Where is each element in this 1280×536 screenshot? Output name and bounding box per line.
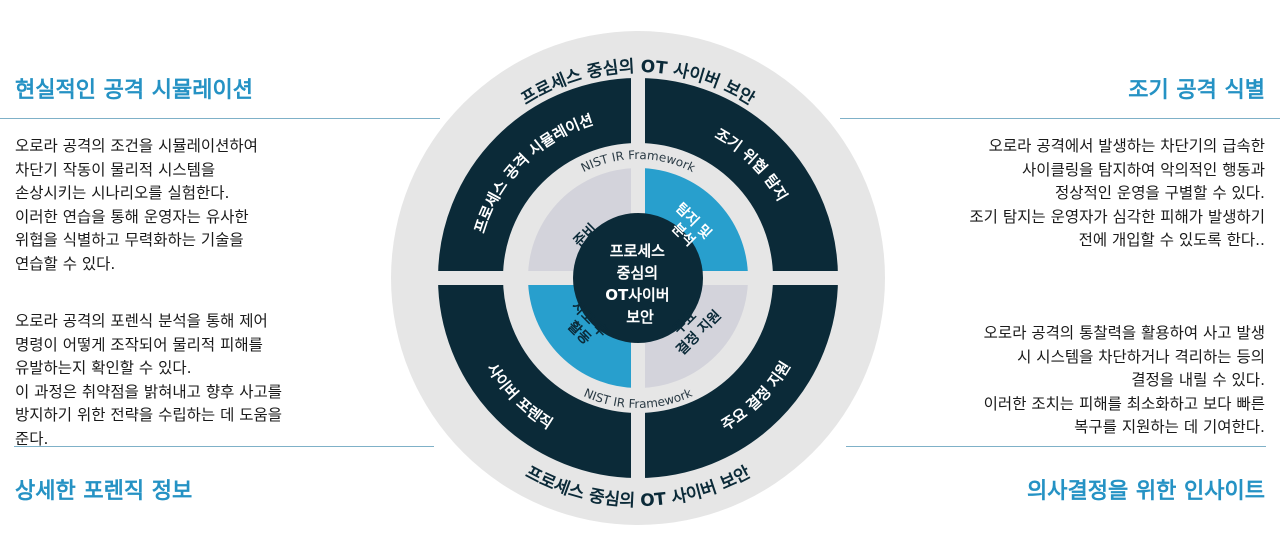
- divider: [840, 118, 1280, 119]
- text-line: 방지하기 위한 전략을 수립하는 데 도움을: [15, 406, 283, 424]
- text-line: 시 시스템을 차단하거나 격리하는 등의: [1017, 347, 1265, 366]
- text-line: 오로라 공격의 조건을 시뮬레이션하여: [15, 137, 258, 155]
- text-line: 정상적인 운영을 구별할 수 있다.: [1054, 184, 1265, 202]
- text-line: 오로라 공격의 통찰력을 활용하여 사고 발생: [983, 324, 1265, 342]
- text-line: 오로라 공격에서 발생하는 차단기의 급속한: [988, 137, 1265, 155]
- text-line: 차단기 작동이 물리적 시스템을: [15, 160, 216, 179]
- text-line: 위협을 식별하고 무력화하는 기술을: [15, 231, 244, 249]
- heading-detailed-forensics: 상세한 포렌직 정보: [15, 479, 193, 504]
- divider: [846, 446, 1266, 447]
- divider: [0, 118, 440, 119]
- heading-realistic-attack-simulation: 현실적인 공격 시뮬레이션: [15, 78, 253, 103]
- text-line: 이러한 연습을 통해 운영자는 유사한: [15, 207, 249, 226]
- text-line: 준다.: [15, 429, 49, 448]
- description-attack-simulation: 오로라 공격의 조건을 시뮬레이션하여 차단기 작동이 물리적 시스템을 손상시…: [15, 135, 258, 276]
- divider: [14, 446, 434, 447]
- description-forensics: 오로라 공격의 포렌식 분석을 통해 제어 명령이 어떻게 조작되어 물리적 피…: [15, 310, 282, 451]
- center-label: 프로세스 중심의 OT사이버 보안: [605, 242, 675, 326]
- text-line: 전에 개입할 수 있도록 한다..: [1078, 231, 1265, 249]
- description-decision-insight: 오로라 공격의 통찰력을 활용하여 사고 발생 시 시스템을 차단하거나 격리하…: [984, 322, 1265, 440]
- text-line: 복구를 지원하는 데 기여한다.: [1074, 418, 1265, 436]
- text-line: 이러한 조치는 피해를 최소화하고 보다 빠른: [983, 394, 1265, 413]
- heading-decision-insight: 의사결정을 위한 인사이트: [1027, 479, 1265, 504]
- description-early-detection: 오로라 공격에서 발생하는 차단기의 급속한 사이클링을 탐지하여 악의적인 행…: [969, 135, 1265, 253]
- text-line: 명령이 어떻게 조작되어 물리적 피해를: [15, 335, 263, 354]
- text-line: 연습할 수 있다.: [15, 254, 116, 273]
- text-line: 사이클링을 탐지하여 악의적인 행동과: [1022, 160, 1265, 179]
- text-line: 손상시키는 시나리오를 실험한다.: [15, 184, 230, 202]
- heading-early-attack-identification: 조기 공격 식별: [1128, 78, 1265, 103]
- text-line: 유발하는지 확인할 수 있다.: [15, 359, 192, 377]
- text-line: 조기 탐지는 운영자가 심각한 피해가 발생하기: [969, 207, 1265, 226]
- text-line: 이 과정은 취약점을 밝혀내고 향후 사고를: [15, 382, 283, 401]
- text-line: 오로라 공격의 포렌식 분석을 통해 제어: [15, 312, 268, 330]
- center-circle: [573, 213, 703, 343]
- text-line: 결정을 내릴 수 있다.: [1131, 371, 1265, 389]
